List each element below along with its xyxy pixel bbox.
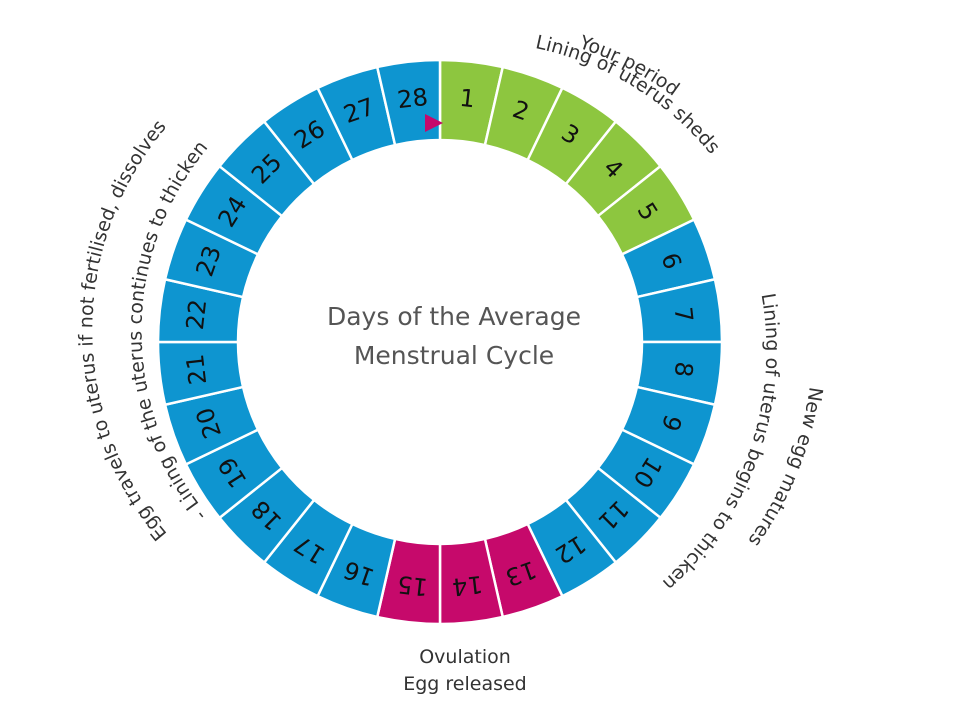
day-label-15: 15	[396, 570, 429, 601]
day-label-14: 14	[451, 570, 484, 601]
day-segments	[156, 58, 724, 626]
cycle-start-marker	[425, 114, 443, 132]
ovulation-sublabel: Egg released	[403, 673, 527, 695]
day-label-22: 22	[181, 298, 212, 331]
ovulation-label: Ovulation	[419, 646, 511, 668]
day-label-7: 7	[669, 305, 699, 323]
center-title-line1: Days of the Average	[327, 302, 581, 331]
day-label-28: 28	[396, 83, 429, 114]
day-label-1: 1	[458, 84, 476, 114]
day-label-21: 21	[181, 353, 212, 386]
day-segment-28	[375, 58, 442, 147]
luteal-label: Egg travels to uterus if not fertilised,…	[75, 116, 171, 545]
center-title-line2: Menstrual Cycle	[354, 341, 554, 370]
day-label-8: 8	[669, 360, 699, 378]
